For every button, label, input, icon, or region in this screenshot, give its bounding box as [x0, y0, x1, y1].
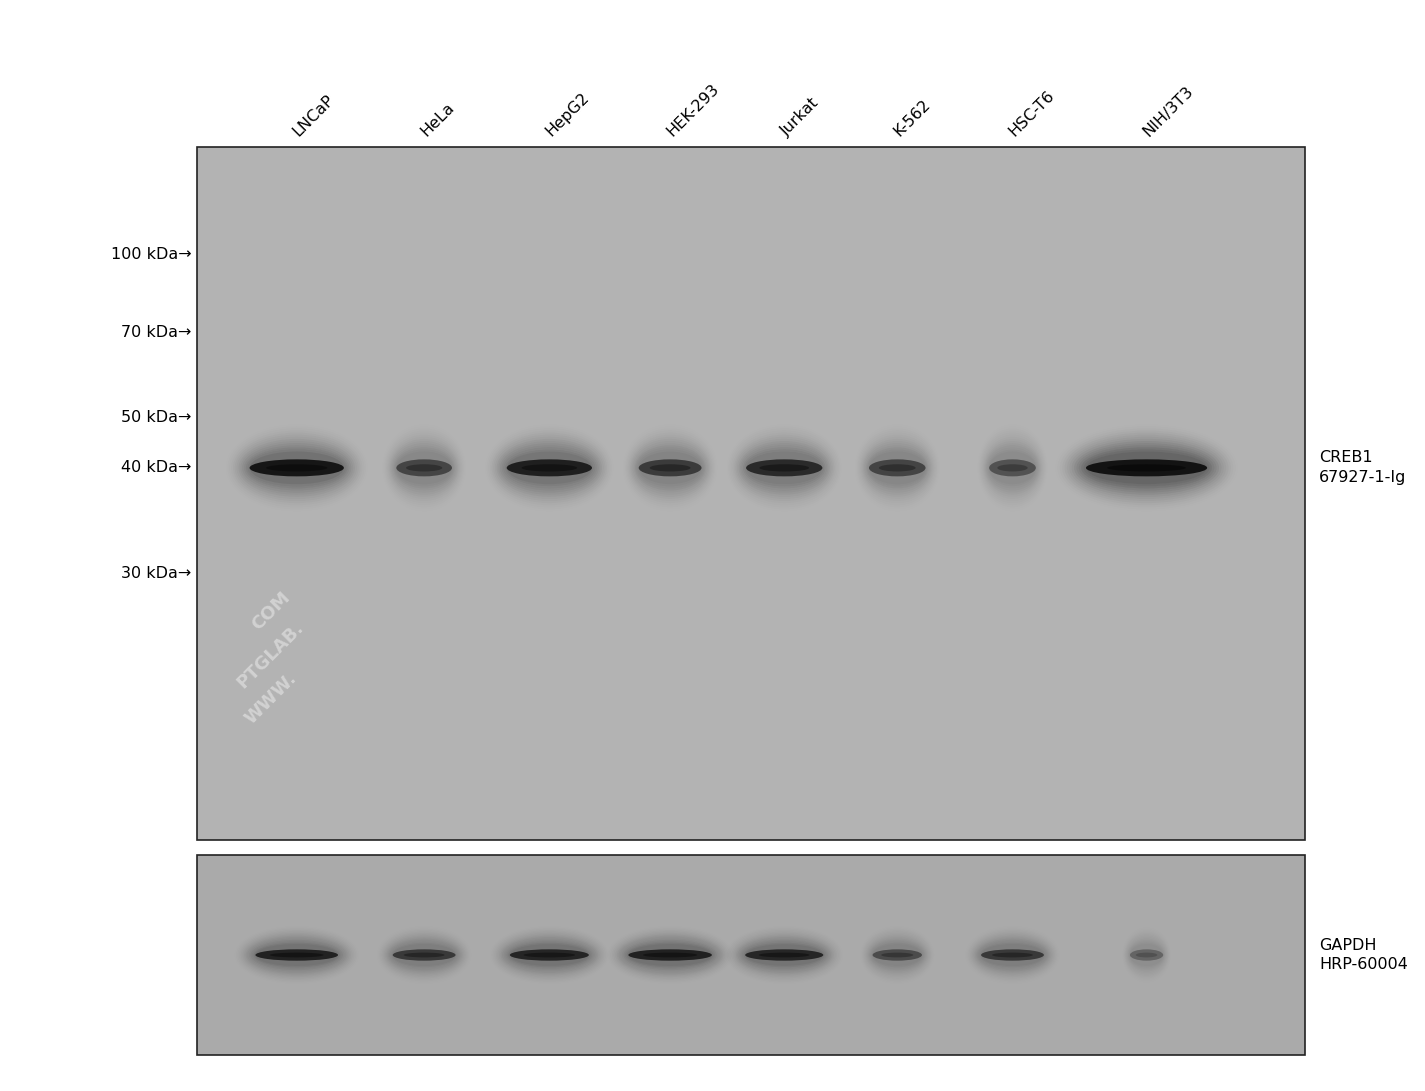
Ellipse shape — [760, 952, 809, 958]
Ellipse shape — [266, 465, 328, 471]
Ellipse shape — [522, 465, 577, 471]
Text: 40 kDa→: 40 kDa→ — [121, 460, 191, 476]
Ellipse shape — [1086, 459, 1207, 477]
Ellipse shape — [1130, 949, 1163, 961]
Ellipse shape — [745, 949, 824, 961]
Ellipse shape — [643, 952, 697, 958]
Ellipse shape — [255, 944, 338, 966]
Ellipse shape — [989, 459, 1036, 477]
Ellipse shape — [881, 952, 913, 958]
Ellipse shape — [980, 949, 1045, 961]
Ellipse shape — [269, 952, 323, 958]
Text: GAPDH
HRP-60004: GAPDH HRP-60004 — [1320, 937, 1408, 972]
Ellipse shape — [628, 949, 712, 961]
Ellipse shape — [406, 465, 442, 471]
Text: HEK-293: HEK-293 — [664, 81, 722, 139]
Text: CREB1
67927-1-Ig: CREB1 67927-1-Ig — [1320, 451, 1406, 485]
Bar — [197, 855, 1305, 1055]
Ellipse shape — [510, 949, 589, 961]
Text: COM: COM — [248, 588, 294, 634]
Ellipse shape — [879, 465, 916, 471]
Text: 70 kDa→: 70 kDa→ — [121, 325, 191, 340]
Ellipse shape — [403, 952, 445, 958]
Text: HepG2: HepG2 — [543, 89, 593, 139]
Ellipse shape — [507, 452, 591, 484]
Text: K-562: K-562 — [891, 97, 933, 139]
Text: NIH/3T3: NIH/3T3 — [1140, 83, 1196, 139]
Ellipse shape — [1082, 447, 1211, 489]
Ellipse shape — [507, 459, 591, 477]
Ellipse shape — [869, 459, 925, 477]
Ellipse shape — [393, 949, 456, 961]
Ellipse shape — [255, 949, 338, 961]
Ellipse shape — [523, 952, 576, 958]
Ellipse shape — [1107, 465, 1186, 471]
Ellipse shape — [248, 449, 346, 487]
Ellipse shape — [1136, 952, 1157, 958]
Text: 30 kDa→: 30 kDa→ — [121, 566, 191, 580]
Ellipse shape — [1076, 443, 1217, 493]
Ellipse shape — [650, 465, 691, 471]
Text: PTGLAB.: PTGLAB. — [234, 618, 308, 692]
Ellipse shape — [628, 944, 712, 966]
Text: Jurkat: Jurkat — [778, 95, 822, 139]
Text: HSC-T6: HSC-T6 — [1006, 87, 1057, 139]
Ellipse shape — [992, 952, 1033, 958]
Bar — [197, 147, 1305, 840]
Ellipse shape — [760, 465, 809, 471]
Ellipse shape — [249, 459, 343, 477]
Ellipse shape — [396, 459, 452, 477]
Text: LNCaP: LNCaP — [291, 92, 338, 139]
Ellipse shape — [1086, 452, 1207, 484]
Ellipse shape — [638, 459, 701, 477]
Text: 50 kDa→: 50 kDa→ — [121, 410, 191, 424]
Ellipse shape — [747, 459, 822, 477]
Text: WWW.: WWW. — [241, 669, 301, 728]
Text: 100 kDa→: 100 kDa→ — [111, 247, 191, 262]
Ellipse shape — [872, 949, 922, 961]
Text: HeLa: HeLa — [418, 99, 457, 139]
Ellipse shape — [1083, 449, 1210, 487]
Ellipse shape — [997, 465, 1027, 471]
Ellipse shape — [249, 452, 343, 484]
Ellipse shape — [1079, 445, 1214, 491]
